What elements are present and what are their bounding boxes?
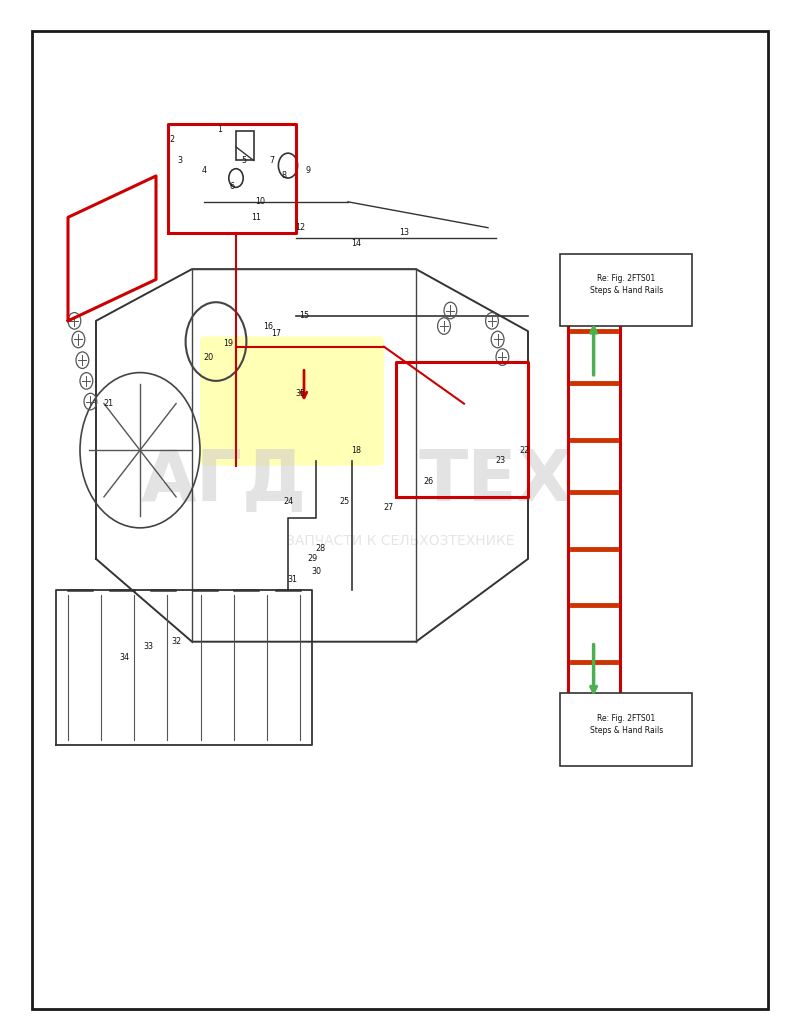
Text: 34: 34 <box>119 653 129 661</box>
Text: 28: 28 <box>315 544 325 553</box>
Text: 1: 1 <box>218 125 222 134</box>
Text: 8: 8 <box>282 172 286 180</box>
Text: 21: 21 <box>103 400 113 408</box>
Text: ТЕХ: ТЕХ <box>419 447 573 515</box>
Text: 2: 2 <box>170 136 174 144</box>
Text: 5: 5 <box>242 156 246 165</box>
Bar <box>236 131 254 160</box>
Text: 3: 3 <box>178 156 182 165</box>
Text: 20: 20 <box>203 353 213 361</box>
FancyBboxPatch shape <box>200 336 384 466</box>
Text: 32: 32 <box>171 638 181 646</box>
Text: 9: 9 <box>306 167 310 175</box>
Text: 14: 14 <box>351 239 361 247</box>
Text: 10: 10 <box>255 198 265 206</box>
Text: 17: 17 <box>271 329 281 337</box>
Text: 23: 23 <box>495 456 505 465</box>
Text: 30: 30 <box>311 567 321 575</box>
FancyBboxPatch shape <box>560 254 692 326</box>
Text: Re: Fig. 2FTS01
Steps & Hand Rails: Re: Fig. 2FTS01 Steps & Hand Rails <box>590 274 663 295</box>
Text: 25: 25 <box>339 498 349 506</box>
Text: 15: 15 <box>299 312 309 320</box>
Text: 16: 16 <box>263 322 273 330</box>
Text: 6: 6 <box>230 182 234 190</box>
Text: 33: 33 <box>143 643 153 651</box>
Text: 12: 12 <box>295 224 305 232</box>
Text: 31: 31 <box>287 575 297 584</box>
Circle shape <box>278 153 298 178</box>
Text: 35: 35 <box>295 389 305 397</box>
Text: 22: 22 <box>519 446 529 454</box>
Text: 27: 27 <box>383 503 393 511</box>
Circle shape <box>229 169 243 187</box>
Text: 29: 29 <box>307 555 317 563</box>
Text: 19: 19 <box>223 339 233 348</box>
Text: 24: 24 <box>283 498 293 506</box>
Text: Re: Fig. 2FTS01
Steps & Hand Rails: Re: Fig. 2FTS01 Steps & Hand Rails <box>590 714 663 735</box>
Text: 7: 7 <box>270 156 274 165</box>
Text: АГД: АГД <box>141 447 307 515</box>
Text: 13: 13 <box>399 229 409 237</box>
Text: ЗАПЧАСТИ К СЕЛЬХОЗТЕХНИКЕ: ЗАПЧАСТИ К СЕЛЬХОЗТЕХНИКЕ <box>286 534 514 549</box>
Text: 11: 11 <box>251 213 261 221</box>
Text: 26: 26 <box>423 477 433 485</box>
Text: 4: 4 <box>202 167 206 175</box>
FancyBboxPatch shape <box>560 693 692 766</box>
Text: 18: 18 <box>351 446 361 454</box>
